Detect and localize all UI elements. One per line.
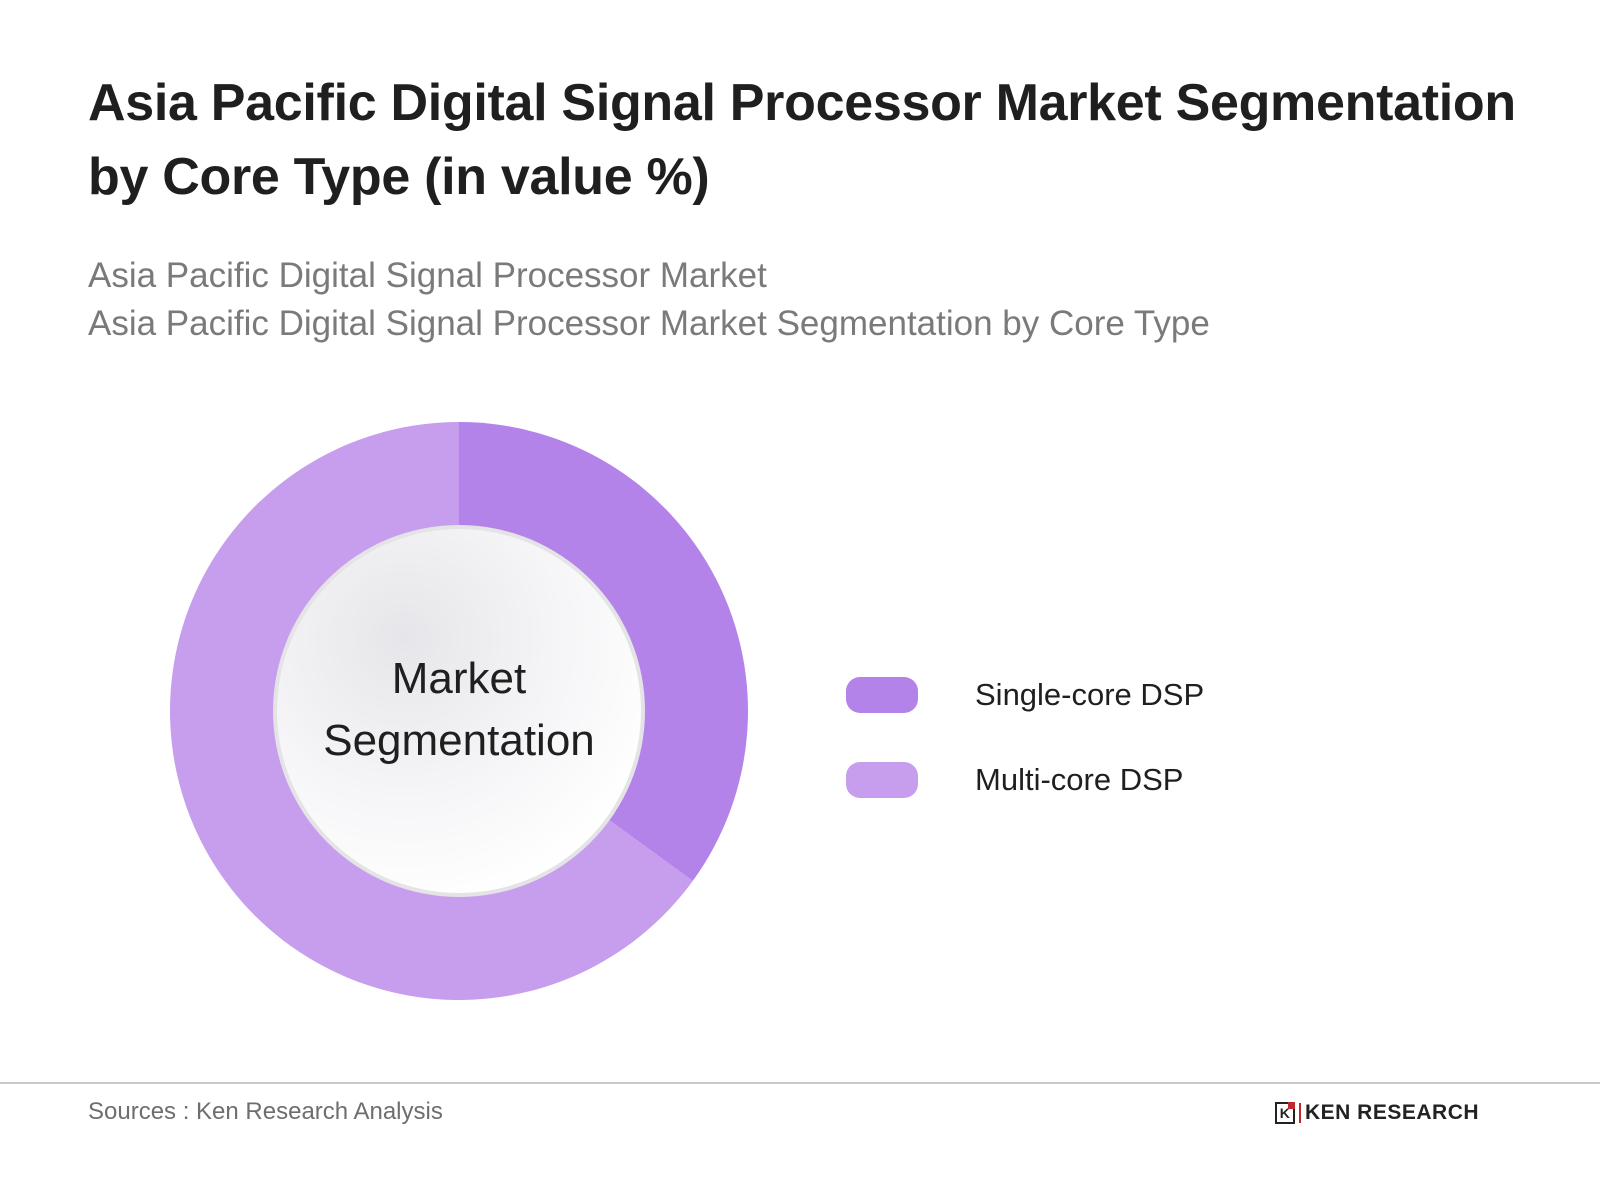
donut-chart xyxy=(170,422,748,1000)
legend-swatch-single-core xyxy=(846,677,918,713)
ken-research-logo-icon: K xyxy=(1275,1102,1295,1124)
brand-logo: K KEN RESEARCH xyxy=(1275,1101,1479,1125)
legend-item-single-core[interactable]: Single-core DSP xyxy=(846,676,1204,714)
source-note: Sources : Ken Research Analysis xyxy=(88,1098,443,1125)
center-label-line-2: Segmentation xyxy=(323,716,595,765)
subtitle-line-2: Asia Pacific Digital Signal Processor Ma… xyxy=(88,304,1210,343)
center-label-line-1: Market xyxy=(391,654,527,703)
chart-subtitle: Asia Pacific Digital Signal Processor Ma… xyxy=(88,252,1210,348)
legend: Single-core DSP Multi-core DSP xyxy=(846,676,1204,846)
legend-label-single-core: Single-core DSP xyxy=(975,677,1205,712)
footer-divider xyxy=(0,1082,1600,1084)
center-label: Market Segmentation xyxy=(283,648,635,772)
legend-label-multi-core: Multi-core DSP xyxy=(975,762,1184,797)
subtitle-line-1: Asia Pacific Digital Signal Processor Ma… xyxy=(88,256,767,295)
chart-title: Asia Pacific Digital Signal Processor Ma… xyxy=(88,74,1516,206)
brand-name: KEN RESEARCH xyxy=(1305,1101,1480,1124)
legend-item-multi-core[interactable]: Multi-core DSP xyxy=(846,761,1204,799)
center-circle xyxy=(277,529,641,893)
brand-separator xyxy=(1299,1103,1301,1123)
legend-swatch-multi-core xyxy=(846,762,918,798)
